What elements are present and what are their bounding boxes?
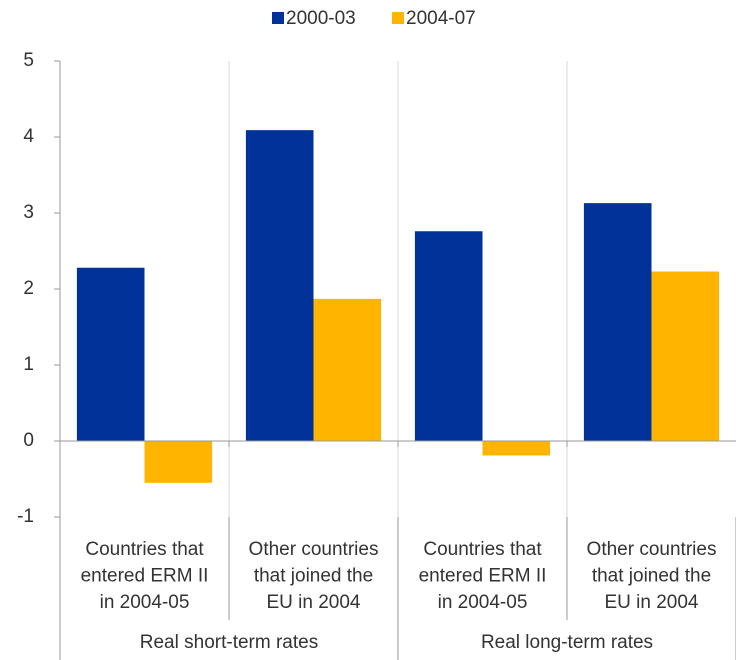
- bar: [583, 203, 652, 441]
- bar: [76, 267, 145, 441]
- x-tick-label: Countries that: [423, 539, 542, 560]
- x-tick-label: entered ERM II: [81, 566, 209, 587]
- x-tick-label: EU in 2004: [604, 592, 698, 613]
- x-tick-label: that joined the: [592, 566, 711, 587]
- x-tick-label: Countries that: [85, 539, 204, 560]
- x-tick-label: in 2004-05: [100, 592, 190, 613]
- y-tick-label: 0: [23, 430, 34, 451]
- bar: [245, 130, 314, 441]
- x-tick-label: that joined the: [254, 566, 373, 587]
- y-tick-label: -1: [17, 506, 34, 527]
- x-tick-label: Other countries: [587, 539, 717, 560]
- bar: [144, 441, 213, 483]
- x-tick-label: entered ERM II: [419, 566, 547, 587]
- bar: [313, 298, 382, 441]
- bar: [482, 441, 551, 456]
- legend-label: 2000-03: [286, 8, 356, 29]
- legend-swatch: [392, 12, 404, 24]
- x-tick-label: EU in 2004: [266, 592, 360, 613]
- legend-label: 2004-07: [406, 8, 476, 29]
- x-tick-label: Other countries: [249, 539, 379, 560]
- y-tick-label: 5: [23, 50, 34, 71]
- y-tick-label: 3: [23, 202, 34, 223]
- bar: [651, 271, 720, 441]
- group-label: Real short-term rates: [140, 632, 318, 653]
- x-tick-label: in 2004-05: [438, 592, 528, 613]
- bar: [414, 231, 483, 441]
- y-tick-label: 4: [23, 126, 34, 147]
- group-label: Real long-term rates: [481, 632, 653, 653]
- y-tick-label: 2: [23, 278, 34, 299]
- y-tick-label: 1: [23, 354, 34, 375]
- legend-swatch: [272, 12, 284, 24]
